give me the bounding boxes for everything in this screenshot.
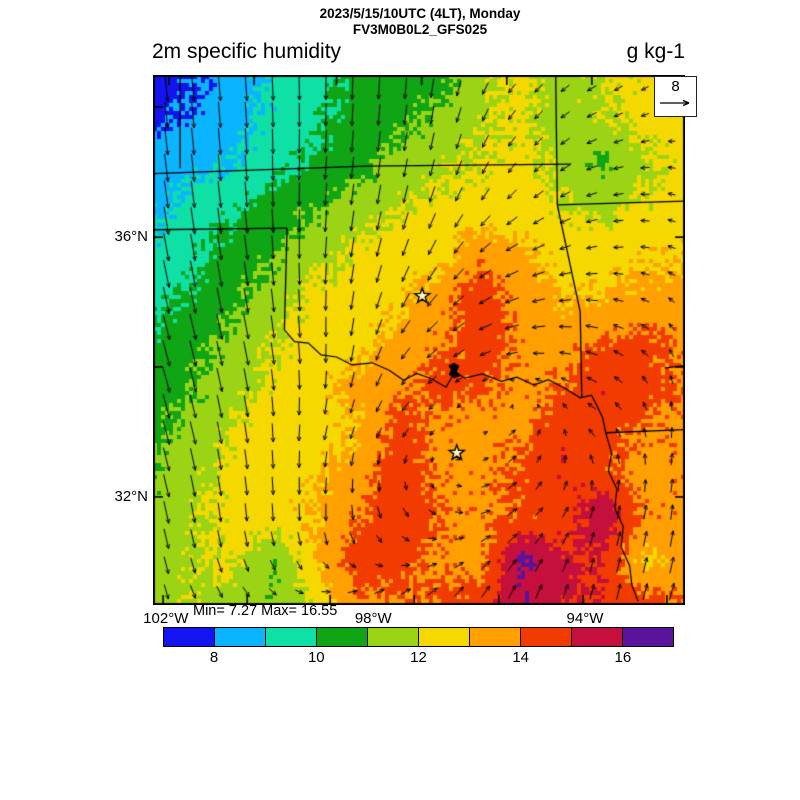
colorbar-tick-label: 10 bbox=[307, 649, 325, 666]
colorbar-segment bbox=[623, 628, 673, 646]
colorbar-segment bbox=[368, 628, 419, 646]
reference-vector-value: 8 bbox=[671, 78, 680, 95]
colorbar-segment bbox=[470, 628, 521, 646]
reference-vector-box: 8 bbox=[654, 76, 697, 117]
minmax-label: Min= 7.27 Max= 16.55 bbox=[193, 603, 338, 619]
map-panel: 8 bbox=[153, 75, 697, 605]
reference-vector-arrow-icon bbox=[660, 99, 690, 107]
colorbar-tick-label: 14 bbox=[512, 649, 530, 666]
colorbar-segment bbox=[521, 628, 572, 646]
lon-label-94w: 94°W bbox=[566, 610, 604, 627]
title-datetime: 2023/5/15/10UTC (4LT), Monday bbox=[319, 6, 521, 21]
colorbar-tick-label: 16 bbox=[614, 649, 632, 666]
lat-label-36n: 36°N bbox=[114, 228, 148, 246]
colorbar-segment bbox=[215, 628, 266, 646]
lon-label-98w: 98°W bbox=[354, 610, 392, 627]
field-title: 2m specific humidity bbox=[152, 40, 342, 63]
colorbar-segment bbox=[164, 628, 215, 646]
colorbar-tick-label: 12 bbox=[410, 649, 427, 666]
colorbar-segment bbox=[419, 628, 470, 646]
lon-label-102w: 102°W bbox=[143, 610, 189, 627]
colorbar-segment bbox=[317, 628, 368, 646]
colorbar-segment bbox=[572, 628, 623, 646]
map-canvas bbox=[153, 75, 685, 605]
title-model: FV3M0B0L2_GFS025 bbox=[352, 22, 488, 37]
colorbar-tick-label: 8 bbox=[209, 649, 219, 666]
units-label: g kg-1 bbox=[626, 40, 685, 63]
colorbar bbox=[163, 627, 674, 647]
colorbar-segment bbox=[266, 628, 317, 646]
lat-label-32n: 32°N bbox=[114, 487, 148, 505]
